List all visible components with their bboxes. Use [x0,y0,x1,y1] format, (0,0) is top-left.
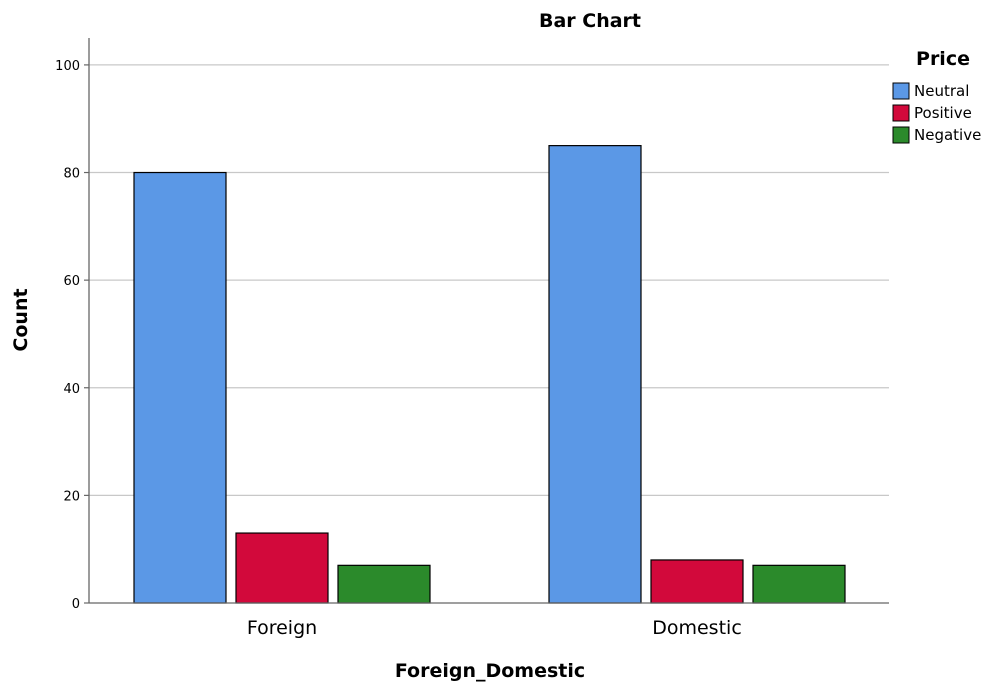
y-tick-label: 0 [72,597,80,612]
y-axis-title: Count [10,288,32,351]
x-tick-label: Domestic [652,617,742,639]
y-ticks: 0 20 40 60 80 100 [55,59,89,612]
y-tick-label: 20 [63,489,80,504]
bar-positive-domestic [650,559,744,604]
legend-label-positive: Positive [914,104,972,122]
legend-label-neutral: Neutral [914,82,969,100]
bars [133,145,846,604]
x-axis-title: Foreign_Domestic [395,660,585,682]
chart-title: Bar Chart [539,10,641,32]
legend-swatch-neutral [892,82,910,100]
legend-swatch-negative [892,126,910,144]
bar-positive-foreign [235,532,329,604]
bar-negative-foreign [337,564,431,604]
bar-negative-domestic [752,564,846,604]
y-tick-label: 60 [63,274,80,289]
y-tick-label: 80 [63,167,80,182]
legend-swatch-positive [892,104,910,122]
bar-neutral-foreign [133,171,227,604]
axes [88,38,889,604]
bar-neutral-domestic [548,145,642,604]
y-tick-label: 40 [63,382,80,397]
y-tick-label: 100 [55,59,80,74]
legend: Price Neutral Positive Negative [892,48,981,144]
x-ticks: Foreign Domestic [247,617,742,639]
legend-label-negative: Negative [914,126,981,144]
legend-title: Price [916,48,970,70]
x-tick-label: Foreign [247,617,317,639]
